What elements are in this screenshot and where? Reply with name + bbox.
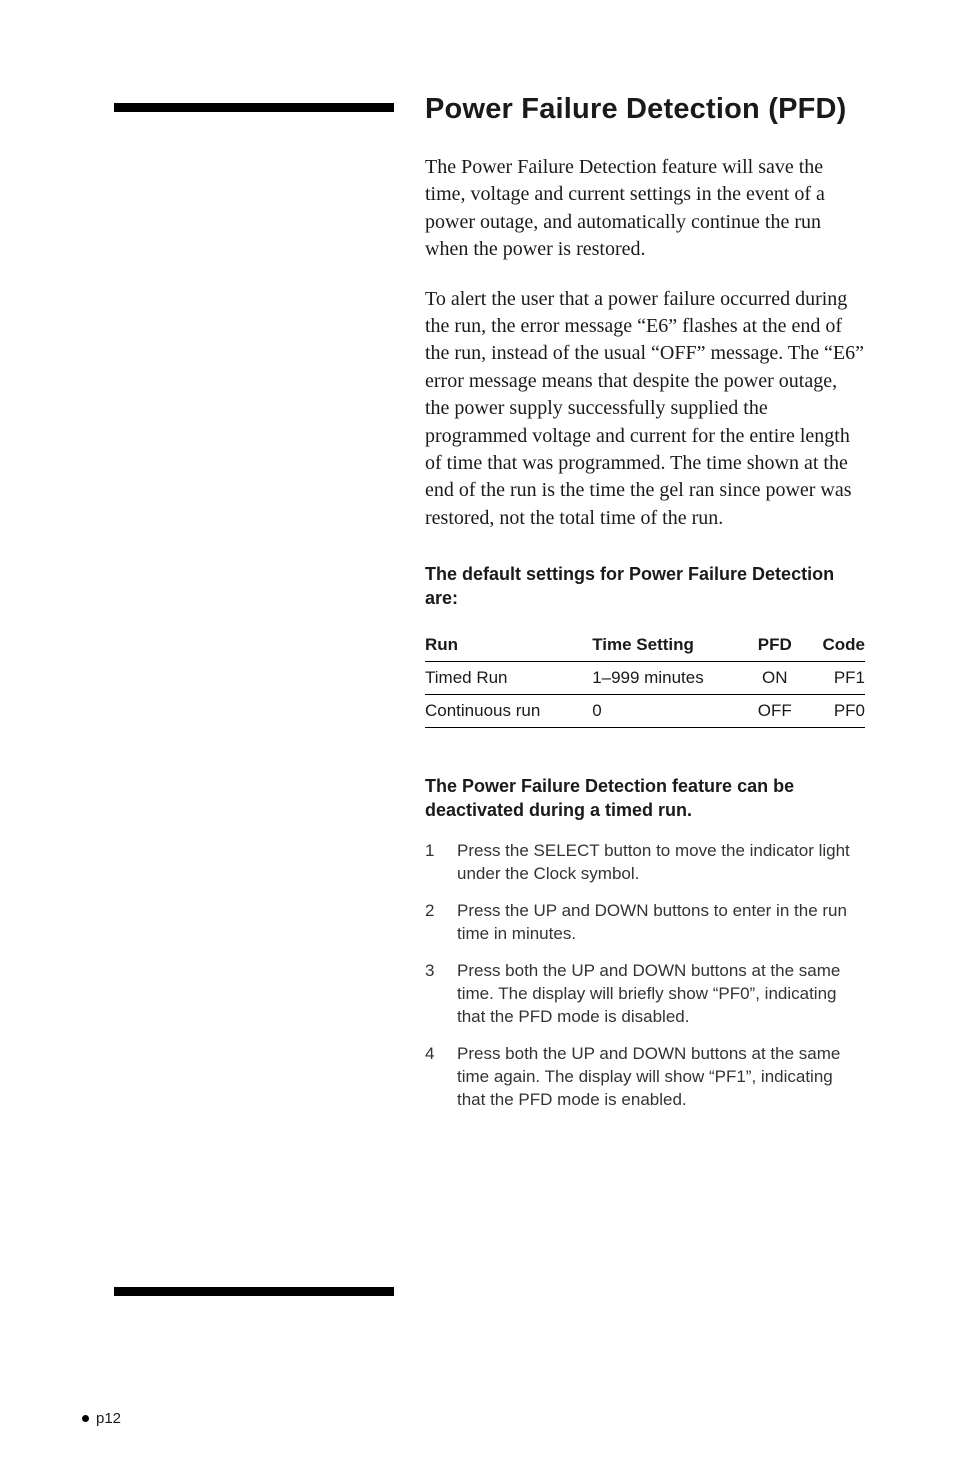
cell: Timed Run: [425, 661, 592, 694]
table-row: Timed Run 1–999 minutes ON PF1: [425, 661, 865, 694]
step-text: Press the UP and DOWN buttons to enter i…: [457, 900, 865, 946]
cell: PF1: [808, 661, 865, 694]
intro-para-1: The Power Failure Detection feature will…: [425, 154, 865, 264]
bullet-icon: [82, 1415, 89, 1422]
list-item: 1 Press the SELECT button to move the in…: [425, 840, 865, 886]
intro-para-2: To alert the user that a power failure o…: [425, 286, 865, 533]
step-number: 4: [425, 1043, 439, 1112]
bottom-left-rule: [114, 1287, 394, 1296]
col-code: Code: [808, 629, 865, 662]
step-text: Press the SELECT button to move the indi…: [457, 840, 865, 886]
defaults-heading: The default settings for Power Failure D…: [425, 562, 865, 611]
list-item: 2 Press the UP and DOWN buttons to enter…: [425, 900, 865, 946]
top-left-rule: [114, 103, 394, 112]
cell: 0: [592, 694, 742, 727]
cell: OFF: [742, 694, 808, 727]
main-content: Power Failure Detection (PFD) The Power …: [425, 93, 865, 1126]
settings-table: Run Time Setting PFD Code Timed Run 1–99…: [425, 629, 865, 728]
page-footer: p12: [82, 1410, 121, 1427]
step-text: Press both the UP and DOWN buttons at th…: [457, 960, 865, 1029]
step-number: 3: [425, 960, 439, 1029]
list-item: 4 Press both the UP and DOWN buttons at …: [425, 1043, 865, 1112]
cell: 1–999 minutes: [592, 661, 742, 694]
step-number: 1: [425, 840, 439, 886]
page-title: Power Failure Detection (PFD): [425, 93, 865, 126]
table-header-row: Run Time Setting PFD Code: [425, 629, 865, 662]
list-item: 3 Press both the UP and DOWN buttons at …: [425, 960, 865, 1029]
cell: ON: [742, 661, 808, 694]
col-time: Time Setting: [592, 629, 742, 662]
table-row: Continuous run 0 OFF PF0: [425, 694, 865, 727]
deactivate-heading: The Power Failure Detection feature can …: [425, 774, 865, 823]
steps-list: 1 Press the SELECT button to move the in…: [425, 840, 865, 1111]
cell: Continuous run: [425, 694, 592, 727]
step-number: 2: [425, 900, 439, 946]
step-text: Press both the UP and DOWN buttons at th…: [457, 1043, 865, 1112]
page-number: p12: [96, 1410, 121, 1427]
col-run: Run: [425, 629, 592, 662]
col-pfd: PFD: [742, 629, 808, 662]
cell: PF0: [808, 694, 865, 727]
